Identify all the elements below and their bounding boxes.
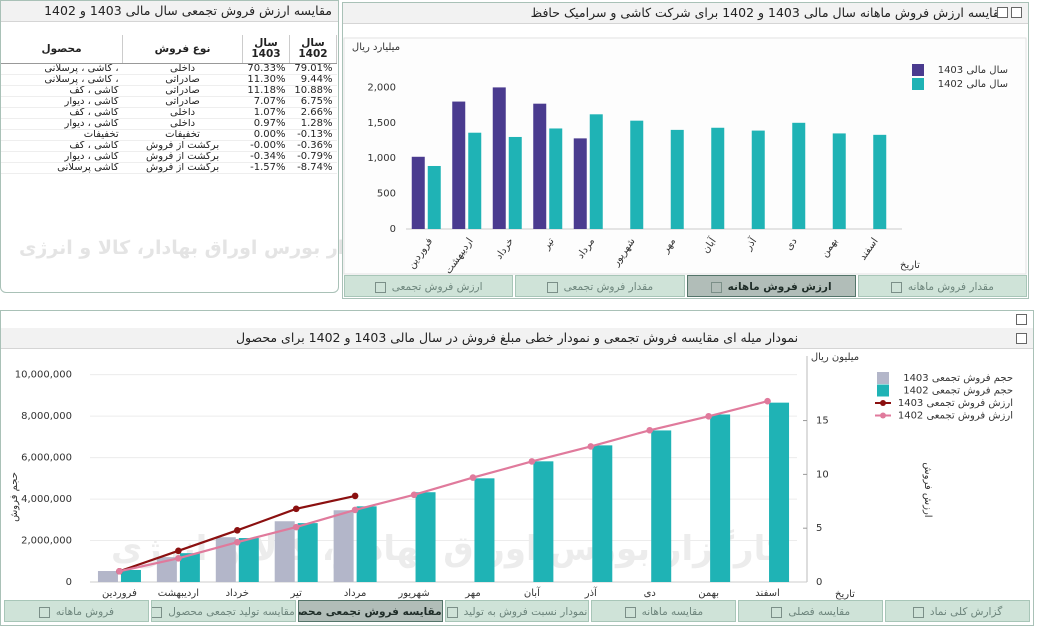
table-row: کاشی ، پرسلانی ، داخلی 70.33% 79.01% (1, 63, 337, 75)
tab[interactable]: گزارش کلی نماد (885, 600, 1031, 622)
table-cell: 6.75% (289, 96, 337, 108)
table-cell: 11.18% (242, 85, 290, 97)
column-header: سال 1403 (242, 35, 290, 64)
panel-title: مقایسه ارزش فروش ماهانه سال مالی 1403 و … (343, 3, 1028, 24)
table-cell: 2.66% (289, 107, 337, 119)
cumulative-panel: نمودار میله ای مقایسه فروش تجمعی و نمودا… (0, 310, 1034, 626)
table-cell: 1.28% (289, 118, 337, 130)
table-cell: -0.13% (289, 129, 337, 141)
table-row: کاشی ، دیوار صادراتی 7.07% 6.75% (1, 96, 337, 108)
table: محصول نوع فروش سال 1403 سال 1402 کاشی ، پرسل… (1, 35, 337, 174)
table-cell: برگشت از فروش (122, 140, 243, 152)
tab[interactable]: مقایسه ماهانه (591, 600, 737, 622)
panel-title: نمودار میله ای مقایسه فروش تجمعی و نمودا… (1, 328, 1033, 349)
table-cell: تخفیفات (1, 129, 123, 141)
table-panel: مقایسه ارزش فروش تجمعی سال مالی 1403 و 1… (0, 0, 396, 293)
close-icon[interactable] (1011, 7, 1022, 18)
tab[interactable]: مقایسه فروش تجمعی محصول (297, 600, 443, 622)
table-cell: 11.30% (242, 74, 290, 86)
table-cell: 9.44% (289, 74, 337, 86)
table-row: کاشی ، کف برگشت از فروش -0.00% -0.36% (1, 140, 337, 152)
monthly-panel: مقایسه ارزش فروش ماهانه سال مالی 1403 و … (342, 2, 1029, 299)
watermark: کارگزار بورس اوراق بهادار، کالا و انرژی (19, 237, 397, 259)
column-header: محصول (1, 35, 124, 64)
table-cell: داخلی (122, 107, 243, 119)
table-cell: 79.01% (289, 63, 337, 75)
tab[interactable]: مقدار فروش ماهانه (857, 275, 1027, 297)
top-tabs: ارزش فروش تجمعی مقدار فروش تجمعی ارزش فروش… (344, 275, 1027, 297)
window-icon[interactable] (1016, 314, 1027, 325)
table-row: کاشی ، کف صادراتی 11.18% 10.88% (1, 85, 337, 97)
table-cell: کاشی ، دیوار (1, 96, 123, 108)
table-row: کاشی ، دیوار برگشت از فروش -0.34% -0.79% (1, 151, 337, 163)
table-cell: -0.36% (289, 140, 337, 152)
table-cell: 0.97% (242, 118, 290, 130)
bottom-tabs: فروش ماهانه مقایسه تولید تجمعی محصول مقایس… (4, 600, 1031, 622)
table-row: تخفیفات تخفیفات 0.00% -0.13% (1, 129, 337, 141)
table-cell: کاشی ، پرسلانی ، (1, 63, 123, 75)
column-header: نوع فروش (122, 35, 243, 64)
table-cell: کاشی ، پرسلانی ، (1, 74, 123, 86)
table-cell: کاشی پرسلانی (1, 162, 123, 174)
table-cell: -0.79% (289, 151, 337, 163)
window-icon[interactable] (1016, 333, 1027, 344)
table-cell: 70.33% (242, 63, 290, 75)
table-cell: 7.07% (242, 96, 290, 108)
table-cell: -8.74% (289, 162, 337, 174)
tab[interactable]: مقایسه تولید تجمعی محصول (150, 600, 296, 622)
column-header: سال 1402 (289, 35, 337, 64)
table-cell: تخفیفات (122, 129, 243, 141)
table-cell: داخلی (122, 118, 243, 130)
table-cell: -0.00% (242, 140, 290, 152)
panel-title: مقایسه ارزش فروش تجمعی سال مالی 1403 و 1… (1, 1, 338, 22)
table-row: کاشی ، دیوار داخلی 0.97% 1.28% (1, 118, 337, 130)
tab[interactable]: ارزش فروش تجمعی (344, 275, 514, 297)
table-cell: صادراتی (122, 96, 243, 108)
table-row: کاشی ، پرسلانی ، صادراتی 11.30% 9.44% (1, 74, 337, 86)
table-cell: -0.34% (242, 151, 290, 163)
table-cell: صادراتی (122, 85, 243, 97)
tab[interactable]: مقدار فروش تجمعی (515, 275, 685, 297)
watermark: کارگزار بورس اوراق بهادار، کالا و انرژی (111, 529, 787, 569)
table-cell: کاشی ، دیوار (1, 151, 123, 163)
tab[interactable]: نمودار نسبت فروش به تولید (444, 600, 590, 622)
table-cell: کاشی ، دیوار (1, 118, 123, 130)
export-icon[interactable] (997, 7, 1008, 18)
table-row: کاشی ، کف داخلی 1.07% 2.66% (1, 107, 337, 119)
tab[interactable]: ارزش فروش ماهانه (686, 275, 856, 297)
table-cell: برگشت از فروش (122, 162, 243, 174)
tab[interactable]: فروش ماهانه (4, 600, 149, 622)
header-row: محصول نوع فروش سال 1403 سال 1402 (1, 35, 337, 64)
table-cell: داخلی (122, 63, 243, 75)
table-cell: 10.88% (289, 85, 337, 97)
table-cell: -1.57% (242, 162, 290, 174)
table-cell: کاشی ، کف (1, 140, 123, 152)
tab[interactable]: مقایسه فصلی (738, 600, 884, 622)
table-cell: کاشی ، کف (1, 107, 123, 119)
table-row: کاشی پرسلانی برگشت از فروش -1.57% -8.74% (1, 162, 337, 174)
table-cell: برگشت از فروش (122, 151, 243, 163)
table-cell: 1.07% (242, 107, 290, 119)
table-cell: 0.00% (242, 129, 290, 141)
table-cell: صادراتی (122, 74, 243, 86)
table-cell: کاشی ، کف (1, 85, 123, 97)
